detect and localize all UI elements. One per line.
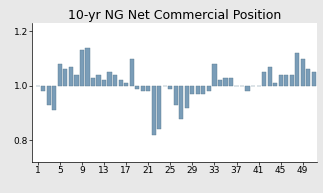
- Bar: [306, 69, 310, 86]
- Bar: [63, 69, 68, 86]
- Bar: [85, 48, 89, 86]
- Bar: [69, 67, 73, 86]
- Bar: [102, 80, 106, 86]
- Bar: [301, 59, 305, 86]
- Bar: [146, 86, 150, 91]
- Bar: [141, 86, 145, 91]
- Bar: [135, 86, 139, 89]
- Bar: [279, 75, 283, 86]
- Bar: [47, 86, 51, 105]
- Bar: [74, 75, 78, 86]
- Bar: [201, 86, 205, 94]
- Bar: [157, 86, 161, 130]
- Bar: [273, 83, 277, 86]
- Bar: [290, 75, 294, 86]
- Bar: [245, 86, 250, 91]
- Bar: [207, 86, 211, 91]
- Bar: [262, 72, 266, 86]
- Bar: [124, 83, 128, 86]
- Bar: [152, 86, 156, 135]
- Bar: [52, 86, 57, 110]
- Bar: [168, 86, 172, 89]
- Bar: [190, 86, 194, 94]
- Bar: [224, 78, 227, 86]
- Bar: [179, 86, 183, 119]
- Bar: [58, 64, 62, 86]
- Bar: [119, 80, 123, 86]
- Bar: [295, 53, 299, 86]
- Bar: [41, 86, 46, 91]
- Bar: [284, 75, 288, 86]
- Bar: [229, 78, 233, 86]
- Bar: [108, 72, 112, 86]
- Title: 10-yr NG Net Commercial Position: 10-yr NG Net Commercial Position: [68, 9, 281, 22]
- Bar: [312, 72, 316, 86]
- Bar: [267, 67, 272, 86]
- Bar: [185, 86, 189, 108]
- Bar: [97, 75, 100, 86]
- Bar: [218, 80, 222, 86]
- Bar: [130, 59, 134, 86]
- Bar: [212, 64, 216, 86]
- Bar: [113, 75, 117, 86]
- Bar: [196, 86, 200, 94]
- Bar: [91, 78, 95, 86]
- Bar: [80, 50, 84, 86]
- Bar: [174, 86, 178, 105]
